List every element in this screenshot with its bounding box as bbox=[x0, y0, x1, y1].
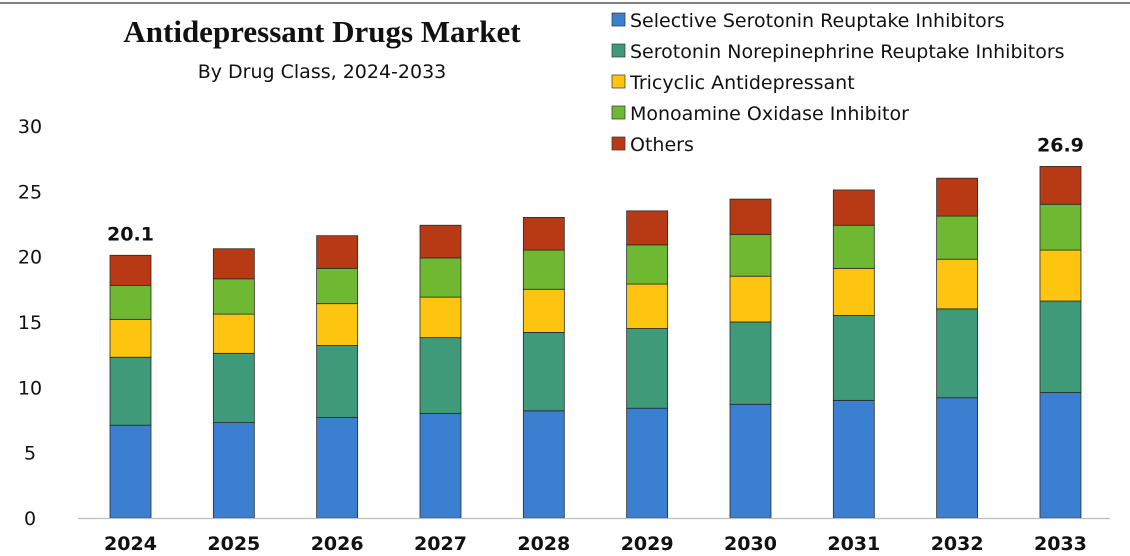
bar-2030-series-1 bbox=[729, 321, 772, 405]
chart-subtitle: By Drug Class, 2024-2033 bbox=[198, 61, 447, 83]
data-labels: 20.1 26.9 bbox=[107, 134, 1084, 245]
bar-2026-series-2 bbox=[316, 303, 359, 346]
x-tick-label-2025: 2025 bbox=[207, 533, 260, 555]
bar-2025-series-4 bbox=[212, 248, 255, 280]
bar-2024-series-0 bbox=[109, 424, 152, 519]
bar-2025-series-1 bbox=[212, 352, 255, 423]
legend-swatch-0 bbox=[611, 12, 626, 27]
bar-2027-series-2 bbox=[419, 296, 462, 339]
y-tick-label-1: 5 bbox=[24, 443, 36, 465]
x-tick-label-2026: 2026 bbox=[311, 533, 364, 555]
bar-2030-series-0 bbox=[729, 403, 772, 519]
bar-2028-series-4 bbox=[522, 216, 565, 251]
bar-2029-series-4 bbox=[626, 210, 669, 246]
x-axis: 2024 2025 2026 2027 2028 2029 2030 2031 2032 2033 bbox=[78, 517, 1110, 555]
bar-2032-series-0 bbox=[936, 397, 979, 519]
bar-2024-series-3 bbox=[109, 284, 152, 320]
x-tick-label-2031: 2031 bbox=[827, 533, 880, 555]
data-label-2024: 20.1 bbox=[107, 223, 154, 245]
chart-title: Antidepressant Drugs Market bbox=[123, 14, 521, 49]
y-axis: 0 5 10 15 20 25 30 bbox=[18, 116, 42, 530]
y-tick-label-2: 10 bbox=[18, 377, 42, 399]
bar-2024-series-2 bbox=[109, 318, 152, 358]
bar-2031-series-0 bbox=[832, 399, 875, 519]
bar-2025-series-2 bbox=[212, 313, 255, 354]
bar-2030-series-3 bbox=[729, 233, 772, 277]
bar-2030-series-2 bbox=[729, 275, 772, 323]
bar-2032-series-2 bbox=[936, 258, 979, 310]
legend-label-2: Tricyclic Antidepressant bbox=[629, 72, 855, 94]
x-tick-label-2033: 2033 bbox=[1034, 533, 1087, 555]
legend-swatch-1 bbox=[611, 43, 626, 58]
bar-2024-series-4 bbox=[109, 254, 152, 286]
bar-2027-series-4 bbox=[419, 224, 462, 259]
x-tick-label-2024: 2024 bbox=[104, 533, 157, 555]
bar-2032-series-1 bbox=[936, 308, 979, 399]
bar-2024-series-1 bbox=[109, 356, 152, 426]
bar-2028-series-2 bbox=[522, 288, 565, 333]
bar-2030-series-4 bbox=[729, 198, 772, 235]
bar-2026-series-3 bbox=[316, 267, 359, 305]
legend-label-0: Selective Serotonin Reuptake Inhibitors bbox=[630, 10, 1005, 32]
bar-2029-series-3 bbox=[626, 244, 669, 285]
bar-2028-series-3 bbox=[522, 249, 565, 290]
legend-label-4: Others bbox=[630, 134, 694, 156]
x-tick-label-2027: 2027 bbox=[414, 533, 467, 555]
bar-2032-series-3 bbox=[936, 215, 979, 260]
bar-2033-series-3 bbox=[1039, 203, 1082, 251]
legend-swatch-4 bbox=[611, 136, 626, 151]
bar-2027-series-1 bbox=[419, 337, 462, 414]
data-label-2033: 26.9 bbox=[1037, 134, 1084, 156]
bar-2031-series-3 bbox=[832, 224, 875, 269]
y-tick-label-0: 0 bbox=[24, 508, 36, 530]
bar-2028-series-1 bbox=[522, 332, 565, 412]
bar-2031-series-1 bbox=[832, 315, 875, 401]
x-tick-label-2029: 2029 bbox=[621, 533, 674, 555]
bar-2028-series-0 bbox=[522, 410, 565, 519]
bar-2026-series-4 bbox=[316, 235, 359, 269]
bar-2031-series-4 bbox=[832, 189, 875, 226]
y-tick-label-3: 15 bbox=[18, 312, 42, 334]
bar-2027-series-0 bbox=[419, 413, 462, 519]
bar-2031-series-2 bbox=[832, 267, 875, 316]
x-tick-label-2030: 2030 bbox=[724, 533, 777, 555]
bar-2033-series-0 bbox=[1039, 392, 1082, 519]
x-tick-label-2032: 2032 bbox=[931, 533, 984, 555]
legend-label-1: Serotonin Norepinephrine Reuptake Inhibi… bbox=[630, 41, 1065, 63]
bar-2029-series-0 bbox=[626, 407, 669, 519]
bar-2027-series-3 bbox=[419, 257, 462, 298]
bar-2033-series-2 bbox=[1039, 249, 1082, 302]
bar-2032-series-4 bbox=[936, 177, 979, 217]
x-tick-label-2028: 2028 bbox=[517, 533, 570, 555]
bars bbox=[109, 166, 1082, 519]
legend-label-3: Monoamine Oxidase Inhibitor bbox=[630, 103, 909, 125]
bar-2026-series-0 bbox=[316, 416, 359, 519]
legend: Selective Serotonin Reuptake Inhibitors S… bbox=[611, 10, 1065, 156]
bar-2026-series-1 bbox=[316, 345, 359, 418]
bar-2025-series-3 bbox=[212, 278, 255, 315]
y-tick-label-5: 25 bbox=[18, 181, 42, 203]
y-tick-label-4: 20 bbox=[18, 247, 42, 269]
y-tick-label-6: 30 bbox=[18, 116, 42, 138]
bar-2033-series-4 bbox=[1039, 166, 1082, 205]
legend-swatch-3 bbox=[611, 105, 626, 120]
bar-2025-series-0 bbox=[212, 422, 255, 519]
bar-2029-series-1 bbox=[626, 328, 669, 409]
bar-2033-series-1 bbox=[1039, 300, 1082, 393]
bar-2029-series-2 bbox=[626, 283, 669, 329]
legend-swatch-2 bbox=[611, 74, 626, 89]
